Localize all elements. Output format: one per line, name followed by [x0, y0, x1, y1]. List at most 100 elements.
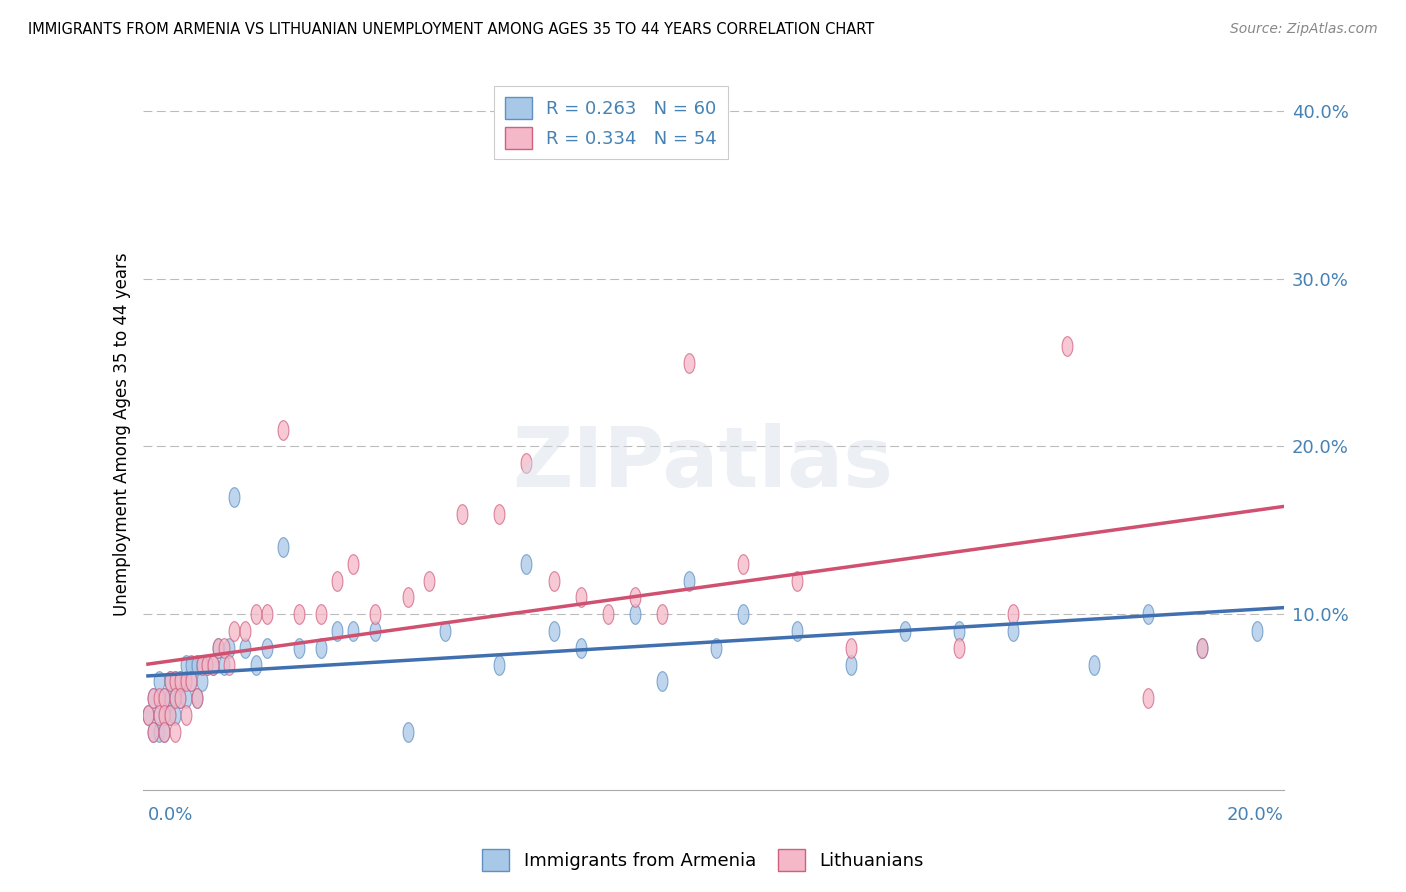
Point [1137, 691, 1160, 706]
Point [326, 574, 349, 588]
Point [153, 707, 176, 722]
Point [1056, 339, 1078, 353]
Point [948, 640, 970, 655]
Point [288, 640, 311, 655]
Point [169, 691, 191, 706]
Point [786, 574, 808, 588]
Text: 0.0%: 0.0% [148, 806, 193, 824]
Point [142, 724, 165, 739]
Point [731, 607, 754, 622]
Point [342, 557, 364, 571]
Point [197, 657, 219, 672]
Text: IMMIGRANTS FROM ARMENIA VS LITHUANIAN UNEMPLOYMENT AMONG AGES 35 TO 44 YEARS COR: IMMIGRANTS FROM ARMENIA VS LITHUANIAN UN… [28, 22, 875, 37]
Point [153, 724, 176, 739]
Point [148, 674, 170, 689]
Point [488, 657, 510, 672]
Point [224, 624, 246, 638]
Point [326, 624, 349, 638]
Point [186, 657, 208, 672]
Text: Source: ZipAtlas.com: Source: ZipAtlas.com [1230, 22, 1378, 37]
Point [148, 724, 170, 739]
Point [191, 674, 214, 689]
Legend: R = 0.263   N = 60, R = 0.334   N = 54: R = 0.263 N = 60, R = 0.334 N = 54 [494, 87, 728, 160]
Point [1002, 607, 1025, 622]
Point [515, 557, 537, 571]
Point [839, 657, 862, 672]
Point [174, 691, 197, 706]
Point [678, 356, 700, 370]
Point [201, 657, 224, 672]
Point [623, 607, 645, 622]
Point [163, 674, 186, 689]
Point [224, 490, 246, 504]
Point [245, 607, 267, 622]
Point [364, 624, 387, 638]
Point [488, 507, 510, 521]
Point [142, 691, 165, 706]
Point [342, 624, 364, 638]
Point [153, 707, 176, 722]
Point [233, 640, 256, 655]
Point [159, 707, 181, 722]
Point [159, 691, 181, 706]
Y-axis label: Unemployment Among Ages 35 to 44 years: Unemployment Among Ages 35 to 44 years [114, 252, 131, 615]
Point [148, 707, 170, 722]
Point [651, 607, 673, 622]
Point [212, 640, 235, 655]
Point [569, 591, 592, 605]
Point [191, 657, 214, 672]
Point [197, 657, 219, 672]
Legend: Immigrants from Armenia, Lithuanians: Immigrants from Armenia, Lithuanians [475, 842, 931, 879]
Point [148, 691, 170, 706]
Point [271, 423, 294, 437]
Text: ZIPatlas: ZIPatlas [513, 424, 893, 504]
Point [894, 624, 917, 638]
Point [136, 707, 159, 722]
Point [271, 540, 294, 554]
Point [1191, 640, 1213, 655]
Point [1137, 607, 1160, 622]
Point [418, 574, 440, 588]
Point [180, 674, 202, 689]
Point [212, 657, 235, 672]
Point [191, 657, 214, 672]
Point [163, 691, 186, 706]
Point [704, 640, 727, 655]
Point [180, 657, 202, 672]
Point [256, 607, 278, 622]
Point [233, 624, 256, 638]
Point [142, 691, 165, 706]
Point [159, 674, 181, 689]
Point [515, 456, 537, 470]
Point [678, 574, 700, 588]
Point [396, 724, 419, 739]
Point [163, 674, 186, 689]
Point [309, 607, 332, 622]
Point [623, 591, 645, 605]
Point [159, 674, 181, 689]
Point [288, 607, 311, 622]
Point [218, 640, 240, 655]
Point [148, 707, 170, 722]
Point [786, 624, 808, 638]
Point [163, 707, 186, 722]
Point [839, 640, 862, 655]
Point [153, 691, 176, 706]
Point [396, 591, 419, 605]
Point [1191, 640, 1213, 655]
Point [136, 707, 159, 722]
Point [163, 724, 186, 739]
Point [142, 724, 165, 739]
Point [1002, 624, 1025, 638]
Point [169, 674, 191, 689]
Point [651, 674, 673, 689]
Point [186, 691, 208, 706]
Point [218, 657, 240, 672]
Point [1246, 624, 1268, 638]
Point [543, 574, 565, 588]
Point [153, 724, 176, 739]
Point [153, 691, 176, 706]
Text: 20.0%: 20.0% [1227, 806, 1284, 824]
Point [207, 640, 229, 655]
Point [948, 624, 970, 638]
